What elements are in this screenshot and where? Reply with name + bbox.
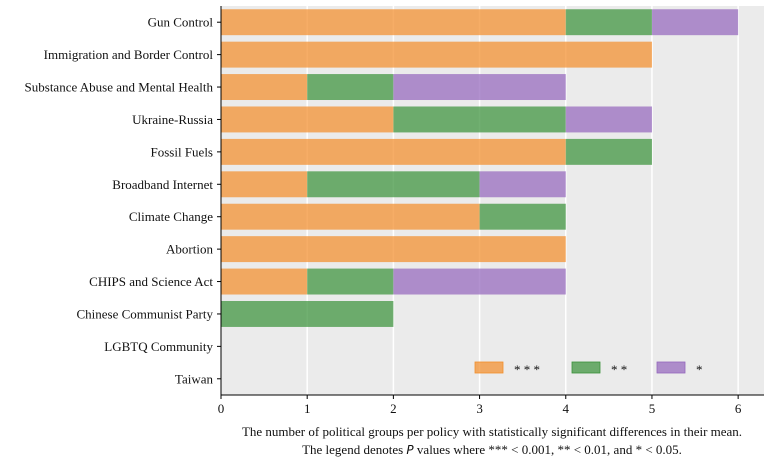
bar-segment-0-2 xyxy=(651,9,739,36)
bar-segment-3-0 xyxy=(221,106,394,133)
axes: Gun Control Immigration and Border Contro… xyxy=(25,6,764,416)
bar-segment-5-2 xyxy=(479,171,566,198)
bar-segment-8-2 xyxy=(393,268,566,295)
y-tick-label-10: LGBTQ Community xyxy=(104,339,213,354)
x-axis-label-line-2-prefix: The legend denotes xyxy=(302,442,406,457)
legend-swatch-0 xyxy=(474,361,504,374)
x-axis-label-line-2: The legend denotes P values where *** < … xyxy=(302,442,682,457)
bar-segment-2-2 xyxy=(393,74,566,101)
plot-background xyxy=(221,6,764,395)
legend: * * * * * * xyxy=(474,361,703,377)
legend-label-1: * * xyxy=(611,362,627,377)
legend-label-2: * xyxy=(696,362,703,377)
y-tick-label-6: Climate Change xyxy=(129,209,213,224)
y-tick-label-1: Immigration and Border Control xyxy=(44,47,214,62)
y-tick-label-3: Ukraine-Russia xyxy=(132,112,213,127)
x-axis-label-p-symbol: P xyxy=(406,443,414,457)
x-tick-label-5: 5 xyxy=(649,401,656,416)
x-tick-label-0: 0 xyxy=(218,401,225,416)
plot-area xyxy=(221,6,764,395)
y-tick-label-0: Gun Control xyxy=(148,15,214,30)
bar-segment-4-1 xyxy=(565,138,652,165)
bar-segment-2-1 xyxy=(307,74,394,101)
bar-segment-5-0 xyxy=(221,171,308,198)
bar-segment-5-1 xyxy=(307,171,480,198)
bar-segment-9-1 xyxy=(221,300,394,327)
bar-segment-6-1 xyxy=(479,203,566,230)
bar-segment-0-0 xyxy=(221,9,566,36)
bar-segment-2-0 xyxy=(221,74,308,101)
x-tick-label-6: 6 xyxy=(735,401,742,416)
bar-segment-0-1 xyxy=(565,9,652,36)
legend-swatch-2 xyxy=(656,361,686,374)
bar-segment-3-1 xyxy=(393,106,566,133)
bar-segment-8-0 xyxy=(221,268,308,295)
x-tick-label-1: 1 xyxy=(304,401,311,416)
y-tick-label-9: Chinese Communist Party xyxy=(77,306,214,321)
legend-label-0: * * * xyxy=(514,362,540,377)
y-tick-label-7: Abortion xyxy=(166,242,213,257)
y-tick-label-4: Fossil Fuels xyxy=(151,144,214,159)
bar-segment-3-2 xyxy=(565,106,652,133)
x-tick-label-2: 2 xyxy=(390,401,397,416)
y-tick-label-11: Taiwan xyxy=(175,371,214,386)
x-tick-label-3: 3 xyxy=(476,401,483,416)
bar-segment-6-0 xyxy=(221,203,480,230)
x-tick-label-4: 4 xyxy=(563,401,570,416)
legend-swatch-1 xyxy=(571,361,601,374)
x-axis-label-line-2-suffix: values where *** < 0.001, ** < 0.01, and… xyxy=(414,442,682,457)
y-tick-label-2: Substance Abuse and Mental Health xyxy=(25,80,214,95)
bar-segment-7-0 xyxy=(221,236,566,263)
bar-segment-4-0 xyxy=(221,138,566,165)
bars xyxy=(221,9,739,327)
y-tick-label-8: CHIPS and Science Act xyxy=(89,274,213,289)
y-tick-label-5: Broadband Internet xyxy=(112,177,213,192)
x-axis-label-line-1: The number of political groups per polic… xyxy=(242,424,742,439)
bar-segment-1-0 xyxy=(221,41,652,68)
bar-segment-8-1 xyxy=(307,268,394,295)
